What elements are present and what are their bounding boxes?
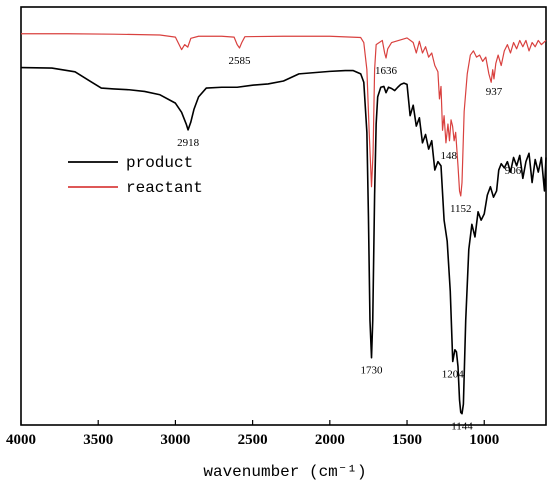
peak-label: 1730 <box>361 365 384 377</box>
series-line-product <box>20 66 547 415</box>
legend: product reactant <box>68 154 203 197</box>
x-axis-title: wavenumber (cm⁻¹) <box>203 463 366 481</box>
x-axis-ticks: 4000 3500 3000 2500 2000 1500 1000 <box>6 420 499 448</box>
x-tick-label: 3500 <box>83 432 113 448</box>
peak-label: 2585 <box>228 55 251 67</box>
peak-label: 1144 <box>451 421 473 433</box>
peak-label: 148 <box>440 150 457 162</box>
series-layer <box>20 33 547 415</box>
peak-annotations: 2918 2585 1636 1730 1204 1144 148 1152 937 906 <box>177 55 522 433</box>
legend-label-product: product <box>126 154 193 172</box>
peak-label: 937 <box>486 86 503 98</box>
peak-label: 1204 <box>442 368 465 380</box>
peak-label: 906 <box>505 165 522 177</box>
peak-label: 1152 <box>450 203 472 215</box>
legend-label-reactant: reactant <box>126 179 203 197</box>
x-tick-label: 3000 <box>160 432 190 448</box>
x-tick-label: 1000 <box>469 432 499 448</box>
x-tick-label: 2500 <box>238 432 268 448</box>
peak-label: 2918 <box>177 137 200 149</box>
peak-label: 1636 <box>375 65 398 77</box>
x-tick-label: 1500 <box>392 432 422 448</box>
series-line-reactant <box>21 33 547 197</box>
plot-frame <box>20 6 547 426</box>
x-tick-label: 2000 <box>315 432 345 448</box>
x-tick-label: 4000 <box>6 432 36 448</box>
